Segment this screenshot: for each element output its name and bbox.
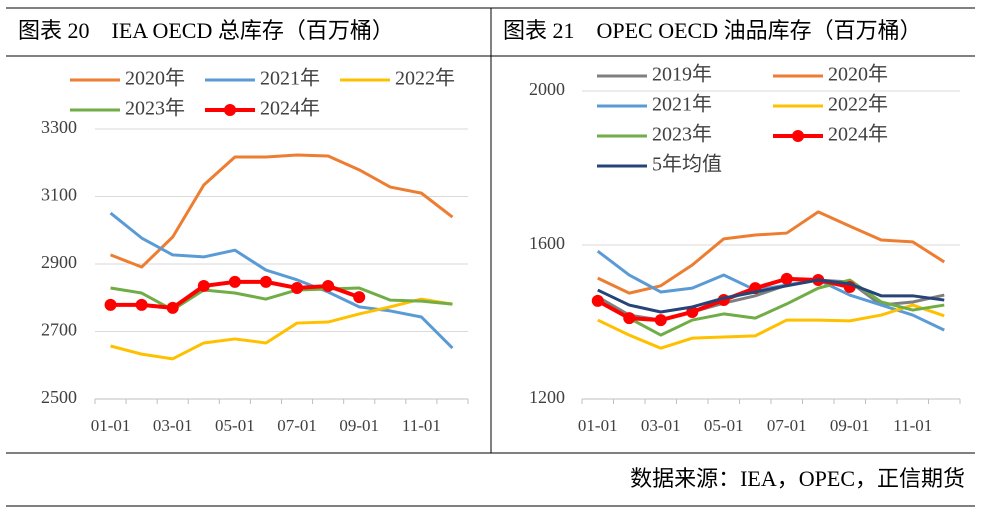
series-line xyxy=(597,278,945,337)
data-point xyxy=(623,312,636,325)
x-tick-label: 03-01 xyxy=(641,416,681,435)
data-point xyxy=(259,275,272,288)
x-tick-label: 05-01 xyxy=(704,416,744,435)
legend-label: 2022年 xyxy=(828,93,888,116)
y-tick-label: 1200 xyxy=(529,387,565,407)
data-point xyxy=(686,305,699,318)
legend-label: 2024年 xyxy=(828,123,888,146)
data-point xyxy=(353,291,366,304)
legend-label: 2022年 xyxy=(395,67,455,90)
series-line xyxy=(597,303,945,350)
data-point xyxy=(780,272,793,285)
x-tick-label: 03-01 xyxy=(153,416,193,435)
y-tick-label: 3300 xyxy=(41,117,77,137)
y-tick-label: 2500 xyxy=(41,387,77,407)
data-point xyxy=(322,279,335,292)
legend-label: 5年均值 xyxy=(652,153,722,176)
x-tick-label: 07-01 xyxy=(277,416,317,435)
x-tick-label: 11-01 xyxy=(402,416,441,435)
data-point xyxy=(135,298,148,311)
x-tick-label: 01-01 xyxy=(578,416,618,435)
series-line xyxy=(597,210,946,295)
y-tick-label: 1600 xyxy=(529,233,565,253)
legend-label: 2020年 xyxy=(125,67,185,90)
data-point xyxy=(228,275,241,288)
legend-label: 2019年 xyxy=(652,63,712,86)
x-tick-label: 07-01 xyxy=(767,416,807,435)
source-note: 数据来源：IEA，OPEC，正信期货 xyxy=(630,466,965,491)
legend-label: 2023年 xyxy=(652,123,712,146)
data-point xyxy=(166,301,179,314)
x-tick-label: 09-01 xyxy=(830,416,870,435)
y-tick-label: 2900 xyxy=(41,252,77,272)
data-point xyxy=(197,279,210,292)
x-tick-label: 05-01 xyxy=(215,416,255,435)
y-tick-label: 2700 xyxy=(41,320,77,340)
legend-label: 2021年 xyxy=(652,93,712,116)
y-tick-label: 2000 xyxy=(529,79,565,99)
series-line xyxy=(597,278,945,314)
legend-marker xyxy=(224,104,236,116)
legend-label: 2023年 xyxy=(125,97,185,120)
y-tick-label: 3100 xyxy=(41,185,77,205)
series-line xyxy=(110,297,453,361)
legend-label: 2021年 xyxy=(260,67,320,90)
data-point xyxy=(291,281,304,294)
data-point xyxy=(654,314,667,327)
x-tick-label: 09-01 xyxy=(339,416,379,435)
series-line xyxy=(109,153,454,269)
chart-title: 图表 21 OPEC OECD 油品库存（百万桶） xyxy=(503,18,922,43)
legend-label: 2024年 xyxy=(260,97,320,120)
data-point xyxy=(591,294,604,307)
chart-title: 图表 20 IEA OECD 总库存（百万桶） xyxy=(18,18,394,43)
series-line xyxy=(109,211,454,350)
x-tick-label: 01-01 xyxy=(91,416,131,435)
x-tick-label: 11-01 xyxy=(893,416,932,435)
data-point xyxy=(104,298,117,311)
legend-label: 2020年 xyxy=(828,63,888,86)
legend-marker xyxy=(792,130,804,142)
